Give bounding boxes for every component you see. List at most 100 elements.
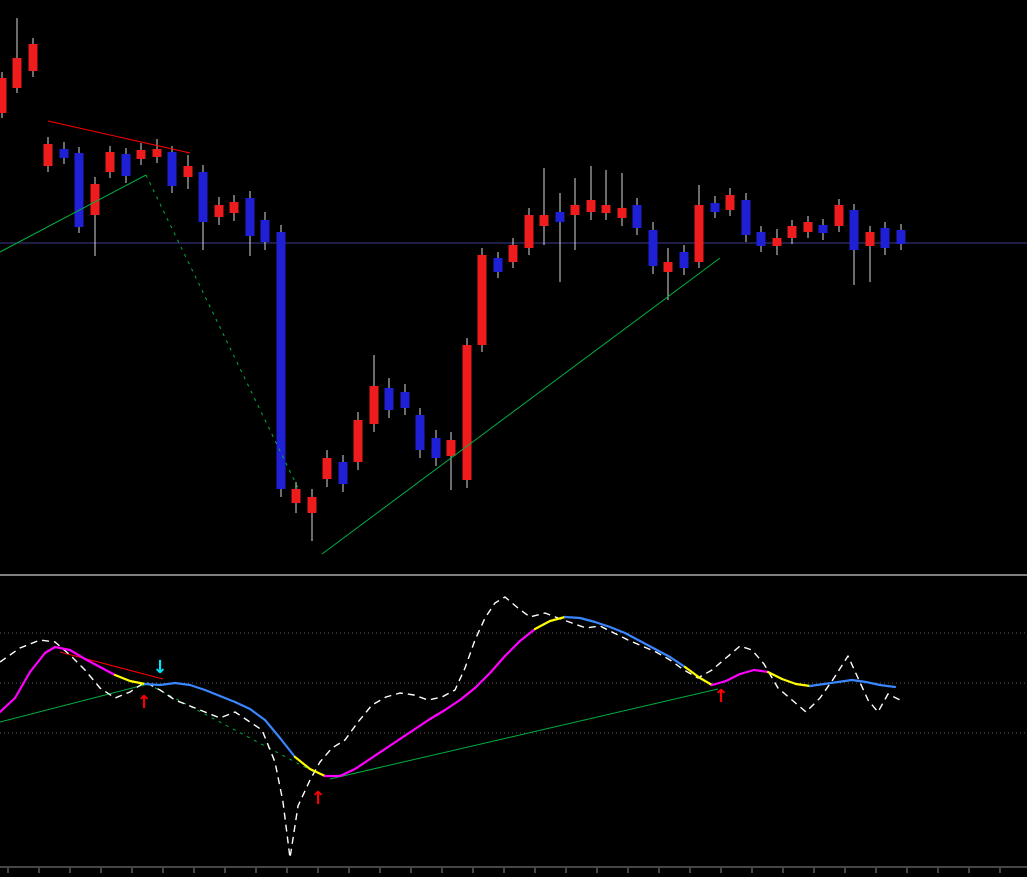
candle [524,208,534,255]
candles [0,18,906,541]
buy-arrow-icon[interactable]: ↑ [136,692,151,713]
bull-candle-body [508,245,518,262]
bull-candle-body [183,166,193,177]
bear-candle-body [431,438,441,458]
smoothed-segment [738,668,756,676]
indicator-pane[interactable]: ↑↓↑↑ [0,596,1027,859]
smoothed-segment [233,700,252,711]
smoothed-segment [0,696,17,714]
indicator-trendline[interactable] [0,683,149,723]
bear-candle-body [710,203,720,212]
price-pane[interactable] [0,18,1027,555]
bull-candle-body [663,262,673,272]
smoothed-segment [780,677,798,686]
candle [384,378,394,418]
smoothed-segment [353,757,372,771]
bear-candle-body [632,205,642,228]
bull-candle-body [865,232,875,246]
candle [555,193,565,282]
indicator-trendline[interactable] [147,683,317,774]
smoothed-segment [278,736,297,759]
candle [865,226,875,282]
smoothed-segment [578,616,597,624]
candle [369,355,379,432]
smoothed-segment [623,631,642,643]
bear-candle-body [245,198,255,236]
bear-candle-body [896,230,906,244]
bear-candle-body [400,392,410,408]
candle [896,224,906,250]
price-trendline[interactable] [145,174,301,493]
buy-arrow-icon[interactable]: ↑ [713,686,728,707]
smoothed-segment [43,645,57,655]
bear-candle-body [338,462,348,484]
candle [617,173,627,226]
candle [12,18,22,93]
smoothed-segment [668,655,687,669]
candle [307,489,317,541]
candle [601,170,611,220]
smoothed-segment [724,672,742,683]
bull-candle-body [617,208,627,218]
candle [741,193,751,242]
smoothed-segment [28,651,47,674]
indicator-trendline[interactable] [329,688,719,780]
candle [570,178,580,250]
smoothed-segment [458,686,477,702]
bear-candle-body [818,225,828,233]
smoothed-segment [698,676,714,687]
indicator-trendline[interactable] [59,651,164,680]
bear-candle-body [167,152,177,186]
smoothed-segment [248,707,267,722]
smoothed-segment [518,627,537,643]
smoothed-segment [503,639,522,658]
candle [663,248,673,300]
smoothed-segment [308,767,327,778]
candle [756,226,766,252]
smoothed-segment [83,657,102,669]
smoothed-segment [13,670,32,700]
bear-candle-body [849,210,859,250]
candle [152,139,162,163]
candle [725,188,735,216]
price-trendline[interactable] [0,174,147,253]
smoothed-segment [608,625,627,635]
candle [322,450,332,487]
candle [586,166,596,220]
smoothed-segment [68,648,87,661]
bear-candle-body [276,232,286,489]
bear-candle-body [121,154,131,176]
smoothed-segment [188,683,207,692]
candle [632,198,642,235]
smoothed-segment [113,673,132,683]
bull-candle-body [725,195,735,210]
price-trendline[interactable] [321,257,721,555]
smoothed-segment [173,681,192,687]
bull-candle-body [214,205,224,217]
smoothed-segment [473,671,492,690]
sell-arrow-icon[interactable]: ↓ [152,657,167,678]
candle [136,143,146,165]
candle [43,137,53,172]
smoothed-segment [683,665,702,680]
smoothed-segment [822,680,840,686]
smoothed-segment [794,682,812,688]
bull-candle-body [229,202,239,213]
candle [245,191,255,256]
candle [493,252,503,278]
candle [849,204,859,285]
candle [648,222,658,274]
bear-candle-body [260,220,270,242]
price-trendline[interactable] [47,120,191,154]
smoothed-segment [53,645,72,652]
candle [694,185,704,268]
buy-arrow-icon[interactable]: ↑ [310,788,325,809]
bear-candle-body [741,200,751,235]
candle [834,199,844,232]
candle [818,219,828,240]
bear-candle-body [880,228,890,248]
candle [787,220,797,244]
bull-candle-body [369,386,379,424]
